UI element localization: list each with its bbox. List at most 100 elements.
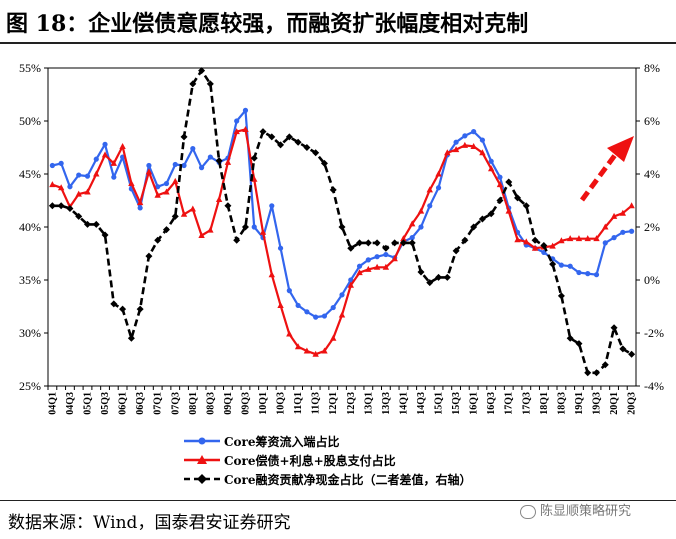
data-point (531, 244, 539, 251)
data-point (119, 142, 126, 149)
chart-axes (44, 67, 640, 390)
data-point (48, 202, 56, 210)
data-point (470, 223, 478, 231)
data-point (286, 288, 292, 294)
data-point (312, 350, 319, 357)
data-point (189, 80, 197, 88)
data-point (418, 224, 424, 230)
data-point (461, 236, 469, 244)
data-point (365, 257, 371, 263)
data-point (338, 223, 346, 231)
data-point (557, 292, 565, 300)
x-tick-label: 08Q3 (205, 392, 216, 415)
x-tick-label: 05Q1 (82, 392, 93, 415)
data-point (172, 161, 178, 168)
y-left-tick-label: 50% (19, 114, 41, 128)
data-point (154, 191, 161, 198)
data-point (75, 212, 83, 220)
data-point (619, 345, 627, 353)
data-point (92, 220, 100, 228)
data-point (409, 220, 416, 227)
x-tick-label: 10Q3 (276, 392, 287, 415)
data-point (382, 263, 390, 270)
y-right-tick-label: -4% (644, 379, 664, 393)
data-point (347, 244, 355, 252)
data-point (549, 242, 556, 249)
data-point (127, 334, 135, 342)
x-tick-label: 14Q1 (398, 392, 409, 415)
y-left-tick-label: 55% (19, 61, 41, 75)
data-point (76, 172, 82, 178)
data-point (268, 271, 275, 278)
y-left-tick-label: 25% (19, 379, 41, 393)
data-point (67, 184, 73, 190)
y-left-tick-label: 40% (19, 220, 41, 234)
data-point (497, 174, 503, 180)
data-point (610, 212, 618, 219)
data-point (313, 314, 319, 320)
data-point (251, 224, 257, 230)
data-point (584, 369, 592, 377)
data-point (136, 305, 144, 313)
data-point (84, 188, 91, 195)
data-point (172, 177, 179, 184)
data-point (478, 215, 486, 223)
trend-arrow (579, 136, 634, 202)
data-point (470, 142, 477, 149)
data-point (575, 340, 583, 348)
legend-swatch-blue (184, 437, 220, 445)
legend-label-net: Core融资贡献净现金占比（二者差值，右轴） (224, 473, 472, 487)
series-layer (48, 67, 636, 377)
data-point (277, 245, 284, 251)
tick-labels: 25% 30% 35% 40% 45% 50% 55% -4% -2% 0% 2% 4% 6% 8% 04Q… (19, 61, 664, 415)
data-point (339, 292, 345, 298)
data-point (576, 269, 582, 276)
data-point (496, 181, 504, 188)
data-point (373, 263, 381, 270)
x-tick-label: 10Q1 (258, 392, 269, 415)
data-point (136, 199, 144, 206)
data-point (435, 185, 442, 191)
data-point (128, 180, 135, 187)
x-tick-label: 06Q3 (135, 392, 146, 415)
data-point (584, 235, 591, 242)
data-point (522, 202, 530, 210)
x-tick-label: 09Q1 (223, 392, 234, 415)
data-point (269, 203, 275, 209)
data-point (611, 235, 617, 241)
data-point (93, 156, 99, 162)
x-tick-label: 13Q3 (381, 392, 392, 415)
data-point (391, 255, 398, 262)
data-point (444, 149, 451, 156)
data-point (110, 159, 118, 166)
data-point (505, 178, 513, 186)
data-point (408, 239, 416, 247)
x-tick-label: 04Q3 (65, 392, 76, 415)
data-point (374, 254, 380, 260)
data-point (610, 324, 618, 332)
data-point (294, 343, 302, 350)
data-point (347, 281, 354, 288)
data-point (321, 347, 328, 354)
data-point (155, 184, 161, 190)
data-point (259, 128, 267, 136)
x-tick-label: 19Q1 (574, 392, 585, 415)
data-point (49, 162, 55, 169)
data-point (585, 271, 591, 277)
data-point (215, 157, 223, 165)
data-point (549, 260, 557, 268)
data-point (286, 330, 293, 337)
x-tick-label: 16Q3 (486, 392, 497, 415)
data-point (233, 128, 240, 135)
data-point (567, 263, 573, 269)
data-point (198, 231, 205, 238)
x-tick-label: 07Q1 (153, 392, 164, 415)
legend-label-inflow: Core筹资流入端占比 (224, 435, 340, 449)
source-note: 数据来源：Wind，国泰君安证券研究 (8, 513, 291, 533)
data-point (241, 223, 249, 231)
data-point (523, 238, 530, 245)
title-bar: 图 18：企业偿债意愿较强，而融资扩张幅度相对克制 (0, 0, 676, 44)
data-point (566, 235, 574, 242)
data-point (250, 154, 258, 162)
data-point (400, 235, 407, 242)
